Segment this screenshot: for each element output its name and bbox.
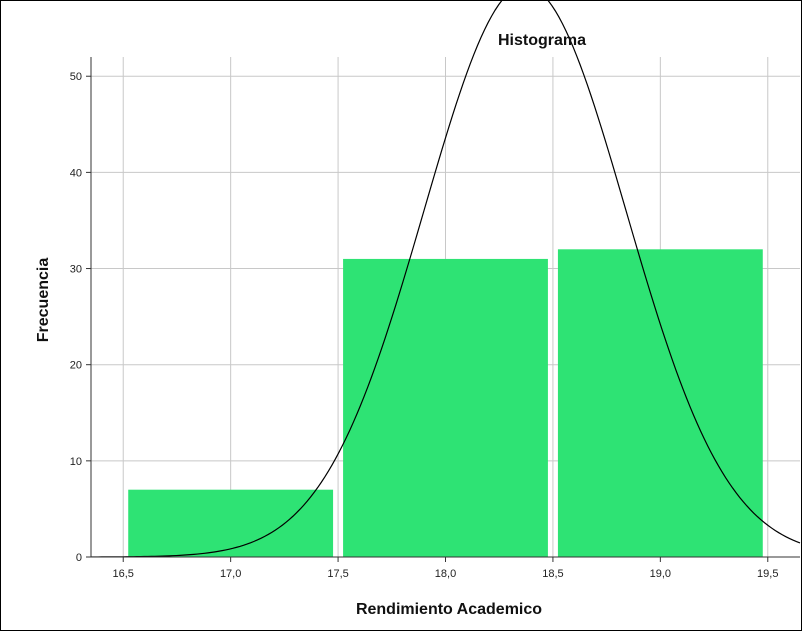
chart-title: Histograma — [498, 32, 586, 49]
x-tick-label: 18,5 — [542, 568, 563, 580]
bars — [128, 249, 763, 558]
histogram-bar — [343, 258, 548, 557]
x-axis-title: Rendimiento Academico — [356, 601, 542, 618]
x-tick-labels: 16,5 17,0 17,5 18,0 18,5 19,0 19,5 — [113, 568, 779, 580]
y-tick-label: 20 — [70, 360, 82, 372]
y-axis-title: Frecuencia — [35, 258, 52, 343]
x-tick-label: 17,0 — [220, 568, 241, 580]
histogram-bar — [128, 489, 334, 557]
y-tick-label: 30 — [70, 264, 82, 276]
x-tick-label: 19,0 — [650, 568, 671, 580]
y-tick-label: 10 — [70, 456, 82, 468]
x-tick-label: 16,5 — [113, 568, 134, 580]
y-tick-label: 40 — [70, 167, 82, 179]
histogram-bar — [557, 249, 763, 558]
y-tick-label: 50 — [70, 71, 82, 83]
axes — [86, 57, 800, 562]
y-tick-labels: 0 10 20 30 40 50 — [70, 71, 82, 564]
normal-curve — [91, 0, 801, 558]
x-tick-label: 17,5 — [327, 568, 348, 580]
x-tick-label: 19,5 — [757, 568, 778, 580]
y-tick-label: 0 — [76, 552, 82, 564]
x-tick-label: 18,0 — [435, 568, 456, 580]
